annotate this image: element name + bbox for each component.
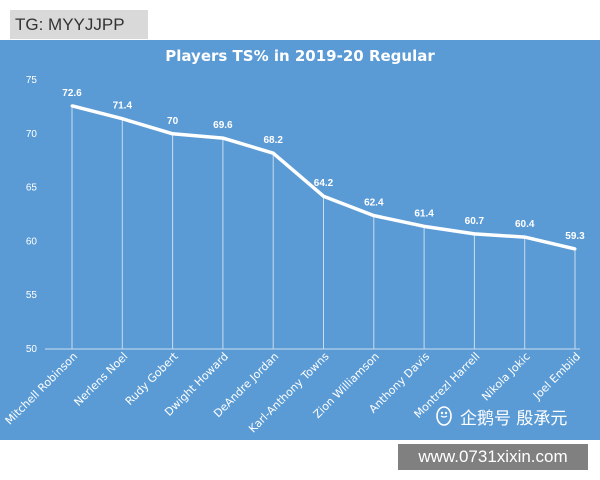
chart-title: Players TS% in 2019-20 Regular — [165, 47, 435, 65]
data-label: 61.4 — [414, 208, 434, 219]
data-label: 69.6 — [213, 120, 233, 131]
data-point — [221, 136, 225, 140]
data-point — [573, 247, 577, 251]
data-label: 71.4 — [113, 101, 133, 112]
y-tick-label: 75 — [26, 75, 38, 86]
data-point — [171, 132, 175, 136]
data-point — [422, 224, 426, 228]
data-label: 72.6 — [62, 88, 82, 99]
x-tick-label: Nikola Jokic — [479, 350, 533, 404]
line-chart: Players TS% in 2019-20 Regular 50 55 60 65 7… — [3, 47, 586, 435]
data-label: 59.3 — [565, 231, 585, 242]
watermark-text: 企鹅号 殷承元 — [460, 409, 568, 429]
chart-area: Players TS% in 2019-20 Regular 50 55 60 65 7… — [0, 40, 600, 440]
data-label: 60.4 — [515, 219, 535, 230]
data-point — [523, 235, 527, 239]
data-label: 70 — [167, 116, 179, 127]
data-point — [70, 104, 74, 108]
x-tick-label: Mitchell Robinson — [3, 350, 81, 428]
data-point — [372, 214, 376, 218]
data-point — [472, 232, 476, 236]
data-point — [120, 117, 124, 121]
data-label: 62.4 — [364, 198, 384, 209]
x-tick-label: Joel Embiid — [530, 350, 583, 403]
website-banner: www.0731xixin.com — [398, 444, 588, 470]
y-tick-label: 70 — [26, 129, 38, 140]
x-tick-label: Nerlens Noel — [71, 350, 130, 409]
data-label: 64.2 — [314, 178, 334, 189]
y-tick-label: 50 — [26, 344, 38, 355]
penguin-icon — [436, 406, 452, 426]
y-tick-label: 65 — [26, 183, 38, 194]
data-label: 60.7 — [465, 216, 485, 227]
y-tick-label: 55 — [26, 290, 38, 301]
y-tick-label: 60 — [26, 236, 38, 247]
data-label: 68.2 — [263, 135, 283, 146]
data-point — [322, 194, 325, 198]
tg-banner: TG: MYYJJPP — [10, 10, 148, 39]
data-point — [271, 151, 275, 155]
